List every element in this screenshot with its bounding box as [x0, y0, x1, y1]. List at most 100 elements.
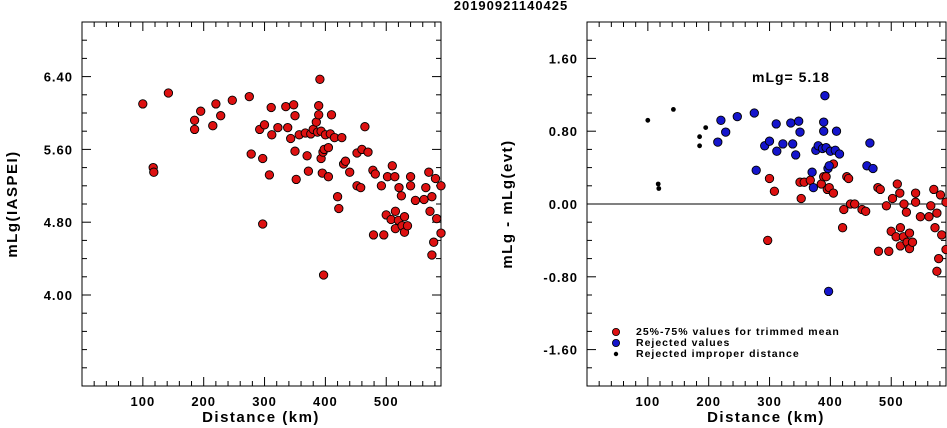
- left-data-point: [326, 110, 337, 120]
- left-data-point: [216, 111, 226, 121]
- left-data-point: [370, 169, 380, 179]
- legend-label: Rejected values: [636, 337, 730, 349]
- left-data-point: [356, 182, 366, 193]
- left-data-point: [189, 115, 200, 125]
- left-data-point: [332, 192, 343, 202]
- left-data-point: [149, 167, 159, 177]
- right-data-point: [930, 223, 940, 233]
- left-data-point: [323, 142, 334, 153]
- left-data-point: [425, 206, 435, 216]
- right-data-point: [716, 115, 726, 125]
- left-x-tick-label: 500: [374, 394, 399, 409]
- left-data-point: [436, 181, 446, 191]
- right-data-point: [791, 150, 801, 160]
- left-data-point: [290, 146, 300, 156]
- right-data-point: [828, 188, 839, 198]
- right-data-point: [655, 181, 661, 187]
- right-data-point: [771, 119, 781, 129]
- left-data-point: [405, 172, 416, 182]
- left-data-point: [258, 153, 268, 164]
- left-x-axis-label: Distance (km): [202, 409, 320, 426]
- left-data-point: [323, 172, 334, 182]
- left-y-tick-label: 6.40: [44, 70, 73, 85]
- left-x-tick-label: 300: [252, 394, 277, 409]
- right-data-point: [821, 172, 831, 182]
- left-data-point: [266, 102, 276, 113]
- left-data-point: [273, 122, 283, 133]
- right-y-axis-label: mLg - mLg(evt): [499, 139, 516, 268]
- left-data-point: [264, 170, 275, 180]
- left-plot-frame: [81, 21, 442, 387]
- left-data-point: [196, 106, 206, 116]
- right-data-point: [873, 246, 884, 256]
- legend: 25%-75% values for trimmed meanRejected …: [612, 326, 839, 360]
- right-y-tick-label: -1.60: [543, 343, 578, 358]
- right-data-point: [795, 127, 805, 137]
- legend-marker: [613, 351, 619, 357]
- left-y-tick-label: 5.60: [44, 142, 73, 157]
- left-data-point: [405, 181, 416, 191]
- left-data-point: [399, 212, 410, 222]
- legend-marker: [612, 327, 621, 336]
- right-data-point: [772, 146, 782, 156]
- right-data-point: [887, 193, 898, 204]
- right-data-point: [732, 111, 742, 122]
- right-data-point: [843, 173, 854, 184]
- left-data-point: [334, 203, 344, 214]
- left-chart: 100 200 300 400 500 4.00 4.80 5.60 6.40 Distanc…: [4, 21, 446, 426]
- right-data-point: [834, 149, 845, 159]
- right-data-point: [763, 235, 773, 246]
- right-x-tick-label: 100: [635, 394, 660, 409]
- left-data-point: [211, 99, 221, 109]
- right-data-point: [899, 199, 909, 209]
- left-data-point: [368, 230, 379, 240]
- left-data-point: [436, 228, 446, 238]
- right-data-point: [764, 173, 775, 184]
- left-data-point: [138, 99, 148, 109]
- left-data-point: [283, 122, 293, 133]
- right-data-point: [929, 184, 939, 195]
- left-data-point: [163, 88, 174, 98]
- left-data-point: [360, 122, 370, 132]
- left-y-ticks: 4.00 4.80 5.60 6.40: [44, 39, 441, 369]
- right-x-tick-label: 400: [818, 394, 843, 409]
- left-x-ticks: 100 200 300 400 500: [93, 22, 436, 409]
- left-data-point: [246, 149, 256, 159]
- right-data-point: [910, 197, 921, 207]
- right-y-tick-label: 0.80: [549, 124, 578, 139]
- right-data-point: [895, 188, 905, 198]
- right-x-tick-label: 300: [757, 394, 782, 409]
- right-data-point: [934, 253, 944, 264]
- left-data-point: [314, 110, 324, 120]
- left-y-axis-label: mLg(IASPEI): [4, 150, 21, 257]
- right-x-tick-label: 500: [879, 394, 904, 409]
- right-data-point: [937, 230, 947, 240]
- left-data-point: [289, 100, 299, 110]
- right-data-point: [819, 117, 829, 127]
- mlg-annotation: mLg= 5.18: [752, 69, 830, 85]
- right-data-point: [703, 125, 709, 130]
- left-data-point: [259, 120, 270, 130]
- left-data-point: [303, 166, 314, 176]
- right-data-point: [831, 126, 842, 136]
- right-data-point: [850, 199, 860, 209]
- left-y-tick-label: 4.00: [44, 288, 73, 303]
- left-points: [138, 74, 446, 280]
- right-data-point: [796, 193, 806, 204]
- right-data-point: [861, 206, 871, 216]
- right-data-point: [910, 188, 921, 198]
- right-data-point: [932, 266, 942, 276]
- right-data-point: [926, 201, 936, 211]
- right-data-point: [904, 228, 915, 238]
- left-data-point: [390, 172, 400, 182]
- left-data-point: [394, 182, 404, 193]
- right-x-ticks: 100 200 300 400 500: [598, 22, 941, 409]
- right-data-point: [749, 108, 759, 118]
- left-data-point: [314, 101, 324, 111]
- left-data-point: [376, 181, 387, 191]
- right-y-tick-label: -0.80: [543, 270, 578, 285]
- left-data-point: [387, 161, 397, 171]
- legend-marker: [612, 338, 621, 347]
- right-data-point: [697, 143, 702, 149]
- right-data-point: [819, 126, 829, 136]
